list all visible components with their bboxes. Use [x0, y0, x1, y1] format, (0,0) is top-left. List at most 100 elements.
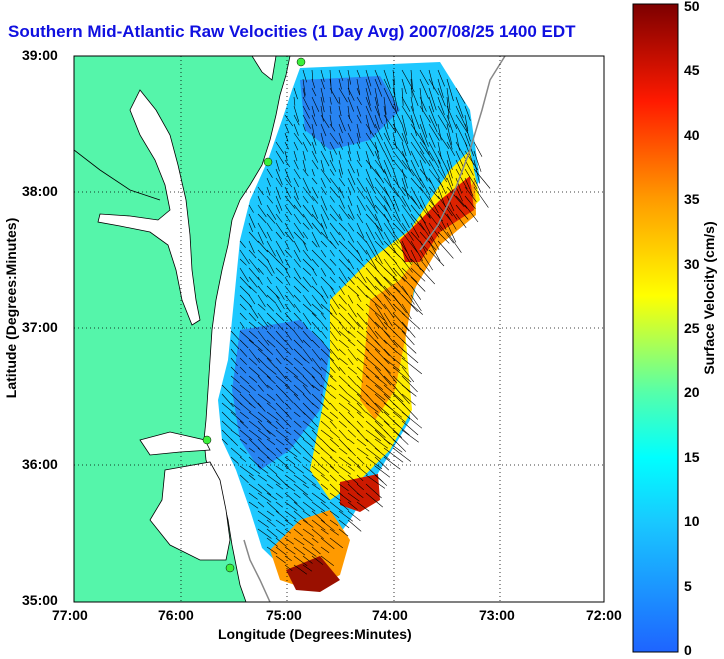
velocity-arrow — [266, 420, 278, 430]
isobath-contour — [419, 56, 506, 251]
velocity-arrow — [257, 528, 272, 539]
velocity-arrow — [419, 150, 431, 167]
velocity-arrow — [419, 105, 431, 123]
x-tick-72: 72:00 — [586, 607, 622, 623]
velocity-arrow — [311, 168, 315, 177]
velocity-arrow — [257, 456, 266, 463]
velocity-arrow — [356, 204, 362, 216]
velocity-arrow — [329, 465, 340, 474]
velocity-arrow — [266, 330, 276, 340]
velocity-arrow — [338, 393, 351, 403]
velocity-arrow — [293, 357, 303, 366]
velocity-arrow — [257, 348, 272, 362]
velocity-arrow — [374, 438, 388, 449]
velocity-arrow — [437, 186, 446, 207]
velocity-arrow — [437, 123, 442, 141]
velocity-arrow — [248, 330, 258, 340]
velocity-arrow — [419, 222, 433, 242]
velocity-arrow — [293, 213, 301, 225]
velocity-arrow — [329, 114, 332, 126]
station-marker — [225, 563, 235, 573]
velocity-arrow — [374, 213, 383, 231]
velocity-arrow — [401, 231, 418, 253]
velocity-arrow — [311, 546, 321, 555]
velocity-arrow — [401, 96, 411, 112]
velocity-arrow — [329, 438, 340, 448]
velocity-arrow — [248, 348, 261, 363]
velocity-arrow — [257, 312, 269, 328]
velocity-arrow — [302, 132, 312, 146]
velocity-arrow — [392, 357, 407, 370]
velocity-arrow — [302, 78, 306, 96]
velocity-arrow — [311, 294, 323, 309]
velocity-arrow — [248, 456, 262, 469]
velocity-arrow — [356, 312, 368, 325]
velocity-arrow — [446, 78, 454, 102]
colorbar — [632, 3, 679, 653]
velocity-arrow — [320, 123, 327, 137]
velocity-arrow — [329, 204, 341, 220]
coverage-cape-hatteras-red — [286, 556, 340, 592]
velocity-arrow — [275, 447, 283, 454]
velocity-arrow — [230, 429, 241, 438]
velocity-arrow — [302, 186, 315, 202]
velocity-arrow — [284, 321, 295, 332]
velocity-arrow — [239, 456, 247, 462]
velocity-arrow — [374, 87, 379, 107]
velocity-arrow — [302, 96, 310, 111]
velocity-arrow — [266, 240, 276, 257]
velocity-arrow — [356, 366, 370, 379]
velocity-arrow — [257, 357, 268, 368]
velocity-arrow — [356, 186, 366, 200]
velocity-arrow — [338, 258, 351, 272]
velocity-arrow — [392, 159, 408, 179]
velocity-arrow — [320, 105, 324, 122]
velocity-arrow — [248, 204, 254, 213]
velocity-arrow — [320, 465, 330, 473]
velocity-arrow — [239, 447, 247, 454]
velocity-arrow — [338, 150, 342, 160]
velocity-arrow — [257, 321, 268, 330]
velocity-arrow — [293, 159, 299, 170]
velocity-arrow — [311, 474, 320, 482]
velocity-arrow — [347, 474, 359, 485]
velocity-arrow — [266, 312, 277, 323]
velocity-arrow — [329, 249, 335, 257]
velocity-arrow — [329, 429, 340, 439]
velocity-arrow — [365, 483, 382, 499]
velocity-arrow — [275, 501, 283, 508]
velocity-arrow — [437, 213, 447, 230]
velocity-arrow — [320, 213, 328, 229]
velocity-arrow — [356, 267, 367, 283]
velocity-arrow — [311, 411, 318, 419]
x-axis-label: Longitude (Degrees:Minutes) — [218, 626, 412, 642]
velocity-arrow — [419, 123, 429, 147]
velocity-arrow — [302, 528, 315, 537]
velocity-arrow — [257, 366, 271, 379]
velocity-arrow — [275, 294, 285, 310]
velocity-arrow — [401, 411, 423, 429]
velocity-arrow — [275, 483, 284, 490]
velocity-arrow — [347, 510, 361, 522]
velocity-arrow — [230, 366, 239, 375]
velocity-arrow — [257, 285, 268, 298]
velocity-arrow — [401, 285, 415, 305]
velocity-arrow — [428, 87, 437, 111]
velocity-arrow — [293, 186, 299, 200]
velocity-arrow — [401, 384, 417, 397]
velocity-arrow — [248, 276, 258, 288]
velocity-arrow — [311, 375, 322, 387]
velocity-arrow — [302, 267, 312, 276]
velocity-arrow — [374, 303, 388, 325]
velocity-arrow — [275, 375, 290, 388]
velocity-arrow — [374, 78, 383, 97]
velocity-arrow — [356, 195, 366, 211]
velocity-arrow — [392, 294, 407, 314]
velocity-arrow — [329, 528, 339, 536]
velocity-arrow — [293, 240, 301, 253]
velocity-arrow — [401, 339, 417, 354]
velocity-arrow — [221, 411, 232, 422]
velocity-arrow — [419, 168, 433, 184]
velocity-arrow — [347, 186, 352, 196]
velocity-arrow — [329, 375, 337, 382]
